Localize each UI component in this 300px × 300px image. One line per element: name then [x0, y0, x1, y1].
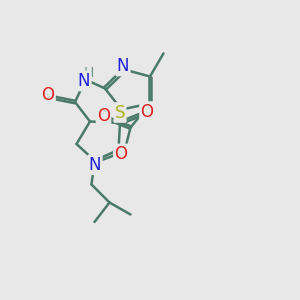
Text: O: O	[114, 145, 128, 163]
Text: N: N	[89, 156, 101, 174]
Text: O: O	[97, 106, 110, 124]
Text: N: N	[78, 72, 90, 90]
Text: O: O	[41, 86, 55, 104]
Text: S: S	[115, 103, 125, 122]
Text: O: O	[140, 103, 154, 121]
Text: H: H	[83, 66, 94, 80]
Text: N: N	[117, 57, 129, 75]
